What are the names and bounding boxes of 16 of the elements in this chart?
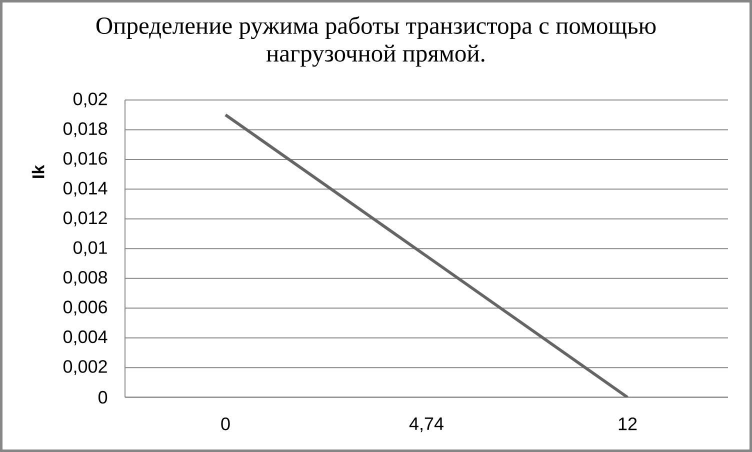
y-tick-label: 0,012 <box>63 211 107 226</box>
x-tick-label: 0 <box>221 418 230 430</box>
y-tick-label: 0,008 <box>63 270 108 286</box>
y-axis-title: Ik <box>32 164 44 178</box>
y-tick-label: 0 <box>98 390 108 404</box>
y-tick-label: 0,006 <box>63 300 108 316</box>
y-tick-label: 0,016 <box>63 152 108 167</box>
y-tick-label: 0,004 <box>63 330 108 346</box>
y-tick-label: 0,01 <box>73 241 107 256</box>
y-tick-label: 0,018 <box>63 122 108 138</box>
chart-title: Определение ружима работы транзистора с помощью нагрузочной прямой. <box>96 16 656 67</box>
x-tick-label: 12 <box>618 418 637 430</box>
y-tick-label: 0,02 <box>73 92 107 108</box>
y-tick-label: 0,002 <box>63 360 107 375</box>
x-tick-label: 4,74 <box>409 417 444 432</box>
y-tick-label: 0,014 <box>63 182 108 197</box>
